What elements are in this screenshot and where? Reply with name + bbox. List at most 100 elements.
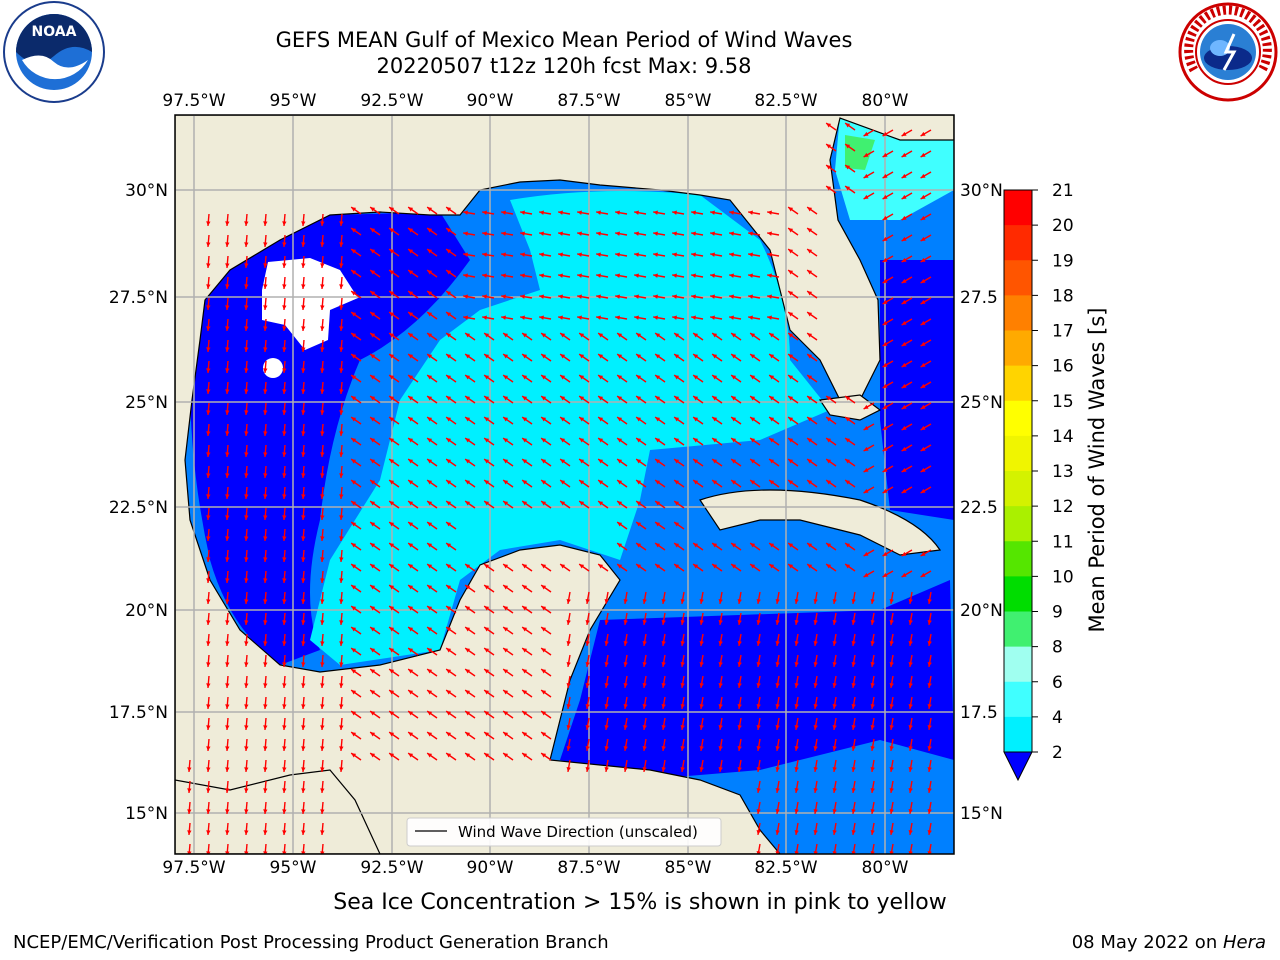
wind-wave-arrow-head bbox=[539, 252, 544, 257]
wind-wave-arrow-head bbox=[653, 294, 658, 299]
wind-wave-arrow-head bbox=[206, 662, 211, 667]
wind-wave-arrow-head bbox=[579, 396, 585, 401]
wind-wave-arrow-head bbox=[851, 662, 856, 667]
wind-wave-arrow-head bbox=[339, 620, 344, 625]
wind-wave-arrow-head bbox=[920, 572, 926, 577]
colorbar-tick-label: 9 bbox=[1052, 603, 1063, 623]
wind-wave-arrow-head bbox=[832, 704, 837, 709]
wind-wave-arrow-head bbox=[541, 669, 547, 674]
wind-wave-arrow-head bbox=[206, 830, 211, 835]
wind-wave-arrow-head bbox=[756, 767, 761, 772]
region-period-9 bbox=[845, 135, 875, 170]
wind-wave-arrow-head bbox=[263, 326, 268, 331]
wind-wave-arrow-head bbox=[901, 467, 907, 472]
wind-wave-arrow-head bbox=[244, 599, 249, 604]
wind-wave-arrow-head bbox=[482, 252, 487, 257]
wind-wave-arrow-head bbox=[699, 746, 704, 751]
wind-wave-arrow-head bbox=[617, 522, 623, 527]
wind-wave-arrow-head bbox=[674, 459, 680, 464]
wind-wave-arrow-head bbox=[579, 375, 585, 380]
wind-wave-arrow-head bbox=[206, 389, 211, 394]
wind-wave-arrow-head bbox=[520, 210, 525, 215]
wind-wave-arrow-head bbox=[206, 599, 211, 604]
wind-wave-arrow-head bbox=[206, 536, 211, 541]
wind-wave-arrow-head bbox=[351, 501, 357, 506]
wind-wave-arrow-head bbox=[623, 683, 628, 688]
wind-wave-arrow-head bbox=[446, 354, 452, 359]
wind-wave-arrow-head bbox=[653, 252, 658, 257]
wind-wave-arrow-head bbox=[775, 746, 780, 751]
wind-wave-arrow-head bbox=[503, 417, 509, 422]
wind-wave-arrow-head bbox=[206, 683, 211, 688]
wind-wave-arrow-head bbox=[927, 641, 932, 646]
wind-wave-arrow-head bbox=[634, 315, 639, 320]
wind-wave-arrow-head bbox=[484, 396, 490, 401]
wind-wave-arrow-head bbox=[870, 599, 875, 604]
wind-wave-arrow-head bbox=[225, 221, 230, 226]
wind-wave-arrow-head bbox=[615, 294, 620, 299]
colorbar-segment bbox=[1004, 506, 1032, 542]
wind-wave-arrow-head bbox=[320, 473, 325, 478]
wind-wave-arrow-head bbox=[484, 480, 490, 485]
wind-wave-arrow-head bbox=[408, 333, 414, 338]
wind-wave-arrow-head bbox=[389, 438, 395, 443]
wind-wave-arrow-head bbox=[617, 396, 623, 401]
wind-wave-arrow-head bbox=[908, 746, 913, 751]
wind-wave-arrow-head bbox=[596, 231, 601, 236]
wind-wave-arrow-head bbox=[788, 207, 794, 212]
wind-wave-arrow-head bbox=[566, 683, 571, 688]
wind-wave-arrow-head bbox=[788, 333, 794, 338]
wind-wave-arrow-head bbox=[465, 396, 471, 401]
wind-wave-arrow-head bbox=[244, 536, 249, 541]
wind-wave-arrow-head bbox=[244, 557, 249, 562]
wind-wave-arrow-head bbox=[737, 746, 742, 751]
wind-wave-arrow-head bbox=[263, 452, 268, 457]
wind-wave-arrow-head bbox=[244, 704, 249, 709]
wind-wave-arrow-head bbox=[729, 294, 734, 299]
wind-wave-arrow-head bbox=[282, 725, 287, 730]
wind-wave-arrow-head bbox=[882, 362, 888, 367]
wind-wave-arrow-head bbox=[389, 648, 395, 653]
wind-wave-arrow-head bbox=[389, 270, 395, 275]
wind-wave-arrow-head bbox=[339, 347, 344, 352]
wind-wave-arrow-head bbox=[206, 242, 211, 247]
wind-wave-arrow-head bbox=[794, 599, 799, 604]
wind-wave-arrow-head bbox=[225, 536, 230, 541]
wind-wave-arrow-head bbox=[710, 210, 715, 215]
wind-wave-arrow-head bbox=[604, 704, 609, 709]
wind-wave-arrow-head bbox=[863, 488, 869, 493]
wind-wave-arrow-head bbox=[863, 446, 869, 451]
wind-wave-arrow-head bbox=[320, 725, 325, 730]
lat-label-right: 27.5 bbox=[960, 288, 998, 308]
colorbar-segment bbox=[1004, 646, 1032, 683]
wind-wave-arrow-head bbox=[769, 375, 775, 380]
wind-wave-arrow-head bbox=[225, 788, 230, 793]
wind-wave-arrow-head bbox=[756, 704, 761, 709]
wind-wave-arrow-head bbox=[225, 725, 230, 730]
wind-wave-arrow-head bbox=[845, 123, 851, 128]
wind-wave-arrow-head bbox=[718, 704, 723, 709]
wind-wave-arrow-head bbox=[750, 417, 756, 422]
wind-wave-arrow-head bbox=[225, 746, 230, 751]
wind-wave-arrow-head bbox=[522, 732, 528, 737]
wind-wave-arrow-head bbox=[672, 210, 677, 215]
wind-wave-arrow-head bbox=[339, 683, 344, 688]
wind-wave-arrow-head bbox=[661, 662, 666, 667]
wind-wave-arrow-head bbox=[577, 210, 582, 215]
wind-wave-arrow-head bbox=[446, 606, 452, 611]
wind-wave-arrow-head bbox=[775, 767, 780, 772]
wind-wave-arrow-head bbox=[756, 746, 761, 751]
wind-wave-arrow-head bbox=[465, 501, 471, 506]
wind-wave-arrow-head bbox=[807, 459, 813, 464]
wind-wave-arrow-head bbox=[225, 389, 230, 394]
wind-wave-arrow-head bbox=[206, 767, 211, 772]
wind-wave-arrow-head bbox=[775, 620, 780, 625]
wind-wave-arrow-head bbox=[427, 543, 433, 548]
wind-wave-arrow-head bbox=[408, 711, 414, 716]
wind-wave-arrow-head bbox=[522, 459, 528, 464]
colorbar-tick-label: 17 bbox=[1052, 322, 1074, 342]
wind-wave-arrow-head bbox=[870, 641, 875, 646]
wind-wave-arrow-head bbox=[427, 690, 433, 695]
wind-wave-arrow-head bbox=[598, 438, 604, 443]
wind-wave-arrow-head bbox=[408, 732, 414, 737]
